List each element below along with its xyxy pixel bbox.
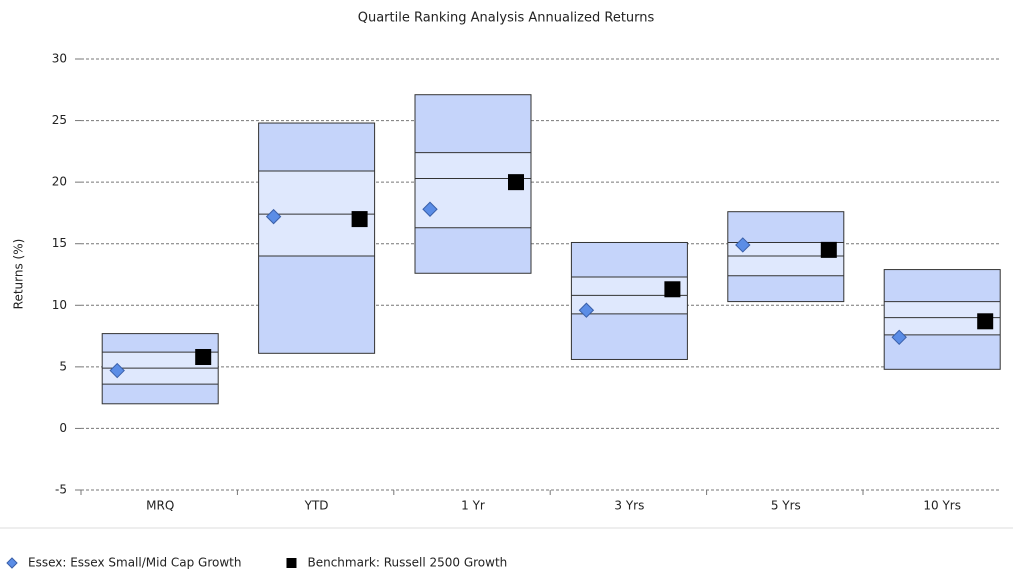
y-tick-label: 15 [52, 236, 67, 250]
box-outline [883, 269, 1001, 370]
box-outline [101, 333, 219, 405]
lower-band [415, 227, 531, 274]
essex-marker [265, 208, 282, 225]
benchmark-marker [820, 241, 837, 258]
box-outline [258, 122, 376, 354]
y-tick-label: 20 [52, 175, 67, 189]
box-outline [414, 94, 532, 274]
chart-title: Quartile Ranking Analysis Annualized Ret… [358, 11, 655, 26]
y-tick-label: -5 [55, 483, 67, 497]
essex-marker [735, 237, 751, 253]
lower-band [571, 313, 688, 360]
box-outline [727, 211, 845, 303]
x-tick-label: 3 Yrs [614, 499, 644, 513]
x-tick-label: 1 Yr [461, 499, 485, 513]
upper-band [102, 333, 219, 353]
y-tick-label: 25 [52, 113, 67, 127]
benchmark-marker [351, 211, 368, 228]
y-tick-label: 30 [52, 52, 67, 66]
x-tick-label: MRQ [146, 499, 174, 513]
x-tick-label: 5 Yrs [771, 499, 801, 513]
lower-band [727, 275, 844, 302]
y-axis-label: Returns (%) [12, 239, 26, 310]
essex-marker [422, 201, 438, 217]
lower-band [102, 384, 219, 404]
upper-band [727, 211, 844, 243]
legend-marker [6, 557, 18, 569]
box-outline [570, 241, 688, 360]
y-tick-label: 0 [59, 421, 67, 435]
upper-band [571, 242, 688, 277]
benchmark-marker [664, 281, 681, 298]
benchmark-marker [195, 349, 212, 366]
legend-label: Essex: Essex Small/Mid Cap Growth [28, 556, 241, 570]
upper-band [258, 123, 375, 172]
y-tick-label: 5 [59, 359, 67, 373]
lower-band [258, 256, 375, 354]
essex-marker [109, 362, 125, 379]
inner-band [415, 152, 531, 228]
x-tick-label: 10 Yrs [923, 499, 961, 513]
benchmark-marker [508, 174, 524, 191]
legend-marker [286, 558, 297, 568]
benchmark-marker [977, 313, 994, 330]
upper-band [415, 94, 531, 153]
legend-label: Benchmark: Russell 2500 Growth [307, 556, 507, 570]
y-tick-label: 10 [52, 298, 67, 312]
upper-band [884, 269, 1001, 302]
x-tick-label: YTD [304, 499, 329, 513]
essex-marker [891, 329, 907, 346]
essex-marker [578, 302, 595, 318]
